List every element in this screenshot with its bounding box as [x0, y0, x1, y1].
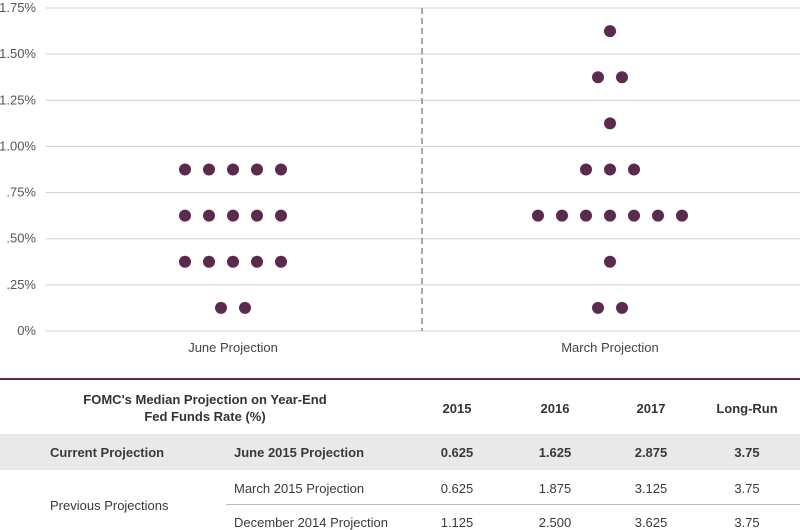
col-header-long-run: Long-Run [716, 401, 778, 416]
data-dot [616, 71, 628, 84]
y-tick-label: 1.25% [0, 92, 36, 107]
data-dot [179, 209, 191, 222]
dots [179, 25, 688, 314]
data-dot [203, 163, 215, 176]
march-2017: 3.125 [634, 481, 668, 496]
data-dot [652, 209, 664, 222]
col-header-2016: 2016 [540, 401, 570, 416]
y-tick-label: .25% [6, 277, 36, 292]
current-row-label: June 2015 Projection [234, 445, 365, 460]
data-dot [604, 209, 616, 222]
category-label-june: June Projection [188, 340, 278, 355]
data-dot [227, 163, 239, 176]
data-dot [203, 209, 215, 222]
data-dot [227, 209, 239, 222]
data-dot [628, 163, 640, 176]
data-dot [604, 25, 616, 38]
data-dot [275, 255, 287, 268]
data-dot [215, 301, 227, 314]
data-dot [676, 209, 688, 222]
data-dot [628, 209, 640, 222]
data-dot [592, 301, 604, 314]
previous-row-divider [226, 504, 800, 505]
y-tick-label: 1.00% [0, 138, 36, 153]
projection-table: FOMC's Median Projection on Year-End Fed… [0, 378, 800, 530]
data-dot [604, 117, 616, 130]
data-dot [604, 163, 616, 176]
data-dot [592, 71, 604, 84]
y-axis-tick-labels: 0% .25% .50% .75% 1.00% 1.25% 1.50% 1.75% [0, 0, 36, 338]
y-tick-label: 1.50% [0, 46, 36, 61]
y-tick-label: .75% [6, 185, 36, 200]
data-dot [275, 209, 287, 222]
december-long-run: 3.75 [734, 515, 760, 530]
data-dot [203, 255, 215, 268]
table-top-rule [0, 378, 800, 380]
y-tick-label: 1.75% [0, 0, 36, 15]
y-tick-label: .50% [6, 231, 36, 246]
data-dot [251, 163, 263, 176]
march-2016: 1.875 [538, 481, 572, 496]
march-2015: 0.625 [440, 481, 474, 496]
current-group-label: Current Projection [50, 445, 165, 460]
data-dot [227, 255, 239, 268]
data-dot [556, 209, 568, 222]
data-dot [580, 163, 592, 176]
data-dot [239, 301, 251, 314]
data-dot [580, 209, 592, 222]
december-row-label: December 2014 Projection [234, 515, 388, 530]
december-2016: 2.500 [538, 515, 572, 530]
march-row-label: March 2015 Projection [234, 481, 365, 496]
category-label-march: March Projection [561, 340, 659, 355]
dot-plot-chart: 0% .25% .50% .75% 1.00% 1.25% 1.50% 1.75% June … [0, 0, 800, 355]
table-title-line1: FOMC's Median Projection on Year-End [83, 392, 327, 407]
current-2015: 0.625 [440, 445, 474, 460]
current-long-run: 3.75 [734, 445, 760, 460]
current-row-band [0, 434, 800, 470]
march-long-run: 3.75 [734, 481, 760, 496]
december-2017: 3.625 [634, 515, 668, 530]
grid-lines [46, 7, 800, 332]
december-2015: 1.125 [440, 515, 474, 530]
col-header-2017: 2017 [636, 401, 666, 416]
data-dot [179, 255, 191, 268]
col-header-2015: 2015 [442, 401, 472, 416]
table-title-line2: Fed Funds Rate (%) [144, 409, 266, 424]
y-tick-label: 0% [17, 323, 36, 338]
data-dot [179, 163, 191, 176]
data-dot [532, 209, 544, 222]
data-dot [251, 255, 263, 268]
data-dot [275, 163, 287, 176]
data-dot [604, 255, 616, 268]
data-dot [616, 301, 628, 314]
current-2016: 1.625 [538, 445, 572, 460]
data-dot [251, 209, 263, 222]
current-2017: 2.875 [634, 445, 668, 460]
previous-group-label: Previous Projections [50, 498, 169, 513]
